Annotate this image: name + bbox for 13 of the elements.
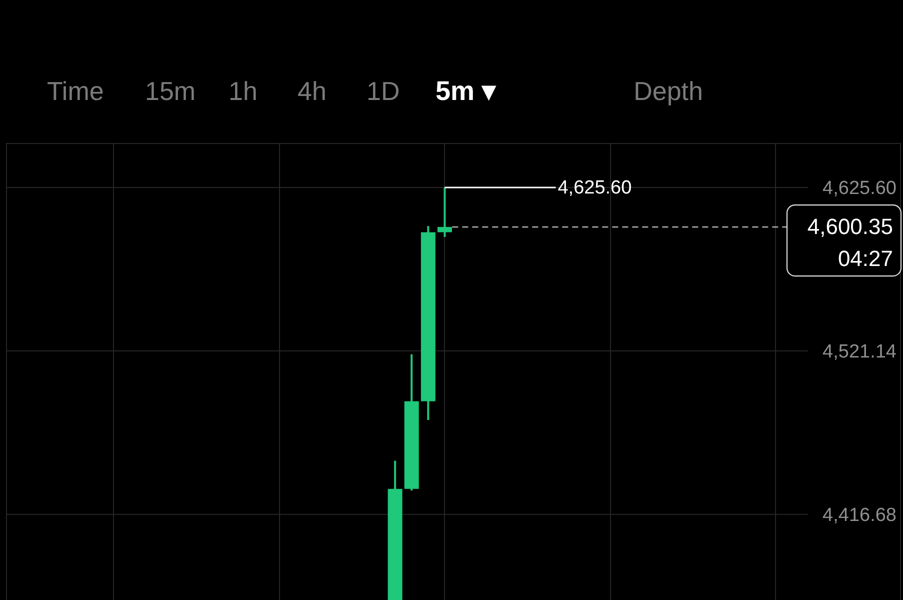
y-tick-label: 4,416.68 (822, 504, 896, 526)
ref-line-label: 4,600.35 04:27 (807, 214, 893, 271)
text: 1h (228, 76, 258, 106)
text: Depth (634, 76, 703, 106)
text: 1D (366, 76, 400, 106)
y-tick-label: 4,521.14 (822, 341, 897, 362)
y-tick-label: 4,625.60 (822, 178, 896, 199)
text: Time (47, 76, 104, 106)
text: 5m ▾ (436, 76, 498, 106)
text: 4h (298, 76, 326, 106)
annotation: 4,625.60 (558, 177, 632, 198)
text: 15m (145, 76, 196, 106)
candlestick (437, 186, 452, 238)
